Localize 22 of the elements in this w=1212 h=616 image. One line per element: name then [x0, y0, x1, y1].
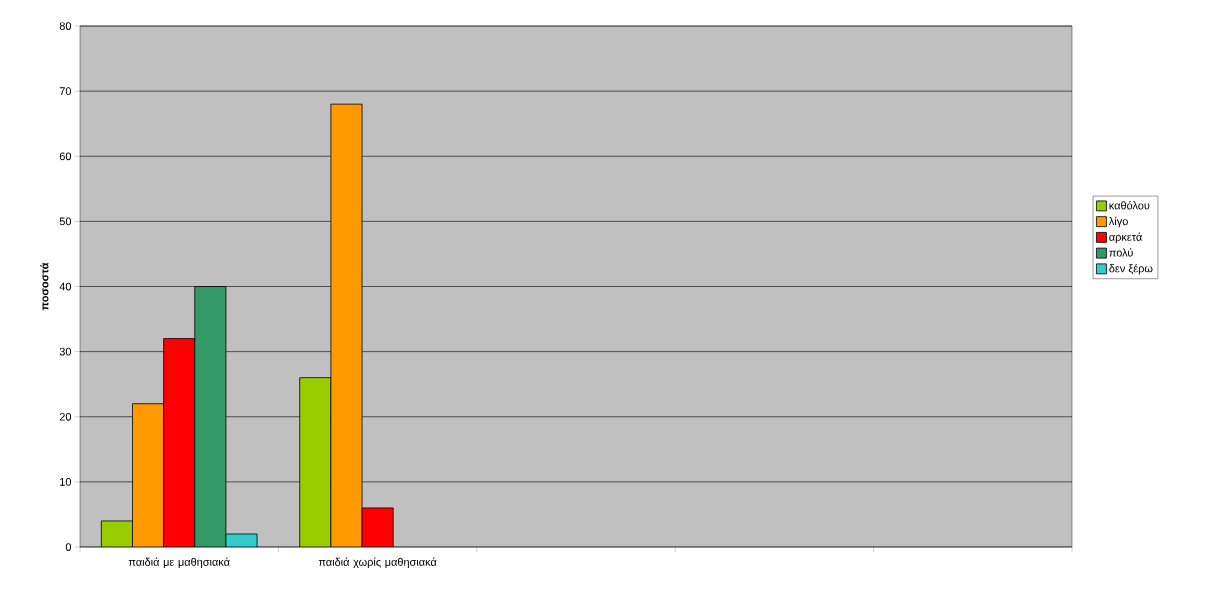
y-tick-label: 30: [59, 347, 72, 356]
y-tick-label: 80: [59, 22, 72, 30]
y-tick-label: 0: [65, 543, 72, 551]
bar: [330, 103, 363, 547]
y-tick-label: 50: [59, 217, 72, 226]
bar: [163, 338, 196, 547]
legend-label: λίγο: [1108, 216, 1128, 228]
legend-label: καθόλου: [1109, 201, 1150, 210]
legend-label: δεν ξέρω: [1109, 263, 1153, 275]
y-tick-label: 20: [59, 412, 72, 421]
bar: [299, 377, 332, 547]
y-tick-label: 70: [59, 87, 72, 96]
y-tick-label: 60: [59, 152, 72, 161]
y-tick-label: 40: [59, 282, 72, 291]
x-tick-label: παιδιά με μαθησιακά: [128, 557, 230, 569]
x-tick-label: παιδιά χωρίς μαθησιακά: [318, 557, 437, 569]
bar: [361, 507, 394, 547]
bar: [132, 403, 165, 547]
y-axis-title: ποσοστά: [40, 262, 49, 311]
legend-label: αρκετά: [1109, 232, 1142, 244]
y-tick-label: 10: [60, 478, 72, 486]
legend-label: πολύ: [1109, 248, 1133, 257]
